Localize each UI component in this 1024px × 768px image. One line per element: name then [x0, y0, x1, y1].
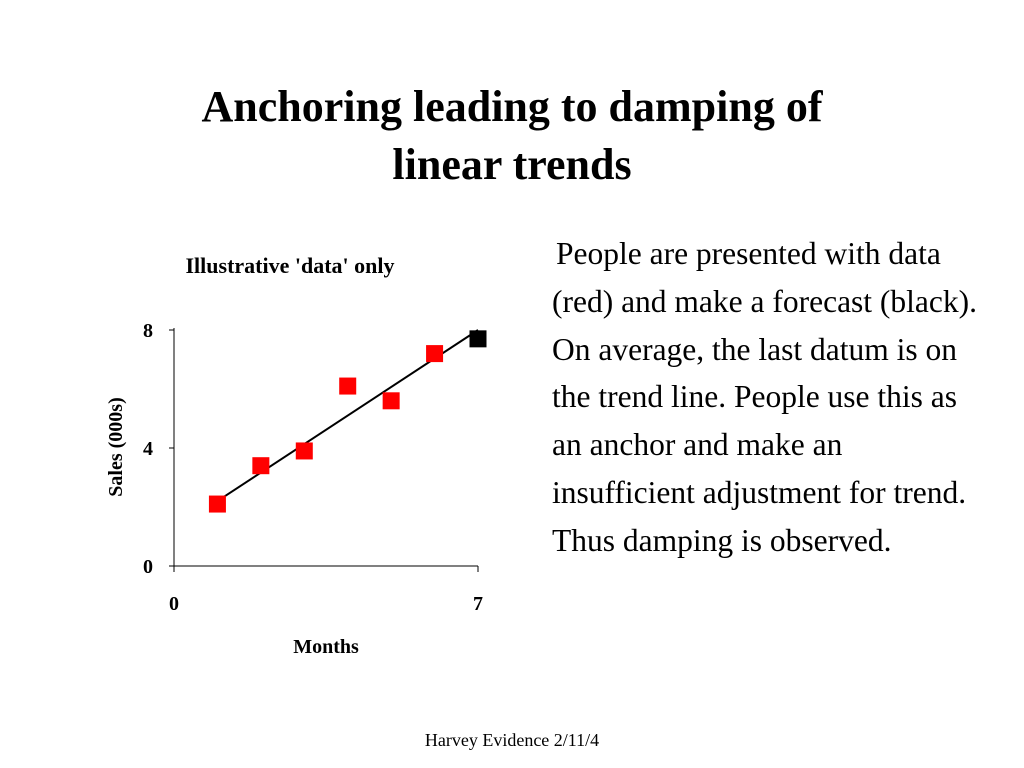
footer: Harvey Evidence 2/11/4	[424, 730, 600, 750]
data-point	[339, 377, 357, 395]
x-tick-label: 7	[473, 593, 483, 615]
data-point	[382, 392, 400, 410]
slide-title: Anchoring leading to damping of linear t…	[100, 78, 924, 194]
y-tick-label: 4	[143, 438, 153, 460]
y-tick-label: 8	[143, 320, 153, 342]
data-point	[208, 495, 226, 513]
body-text: People are presented with data (red) and…	[552, 236, 978, 558]
x-tick-label: 0	[169, 593, 179, 615]
y-axis-label: Sales (000s)	[105, 397, 127, 496]
y-ticks: 0 4 8	[143, 320, 174, 578]
data-point	[295, 442, 313, 460]
chart-title: Illustrative 'data' only	[185, 253, 394, 278]
y-tick-label: 0	[143, 556, 153, 578]
data-point	[426, 345, 444, 363]
title-line-2: linear trends	[392, 140, 632, 189]
forecast-point	[469, 330, 487, 348]
x-axis-label: Months	[293, 636, 359, 658]
data-point	[252, 457, 270, 475]
chart-marks	[208, 329, 487, 513]
title-line-1: Anchoring leading to damping of	[201, 82, 823, 131]
